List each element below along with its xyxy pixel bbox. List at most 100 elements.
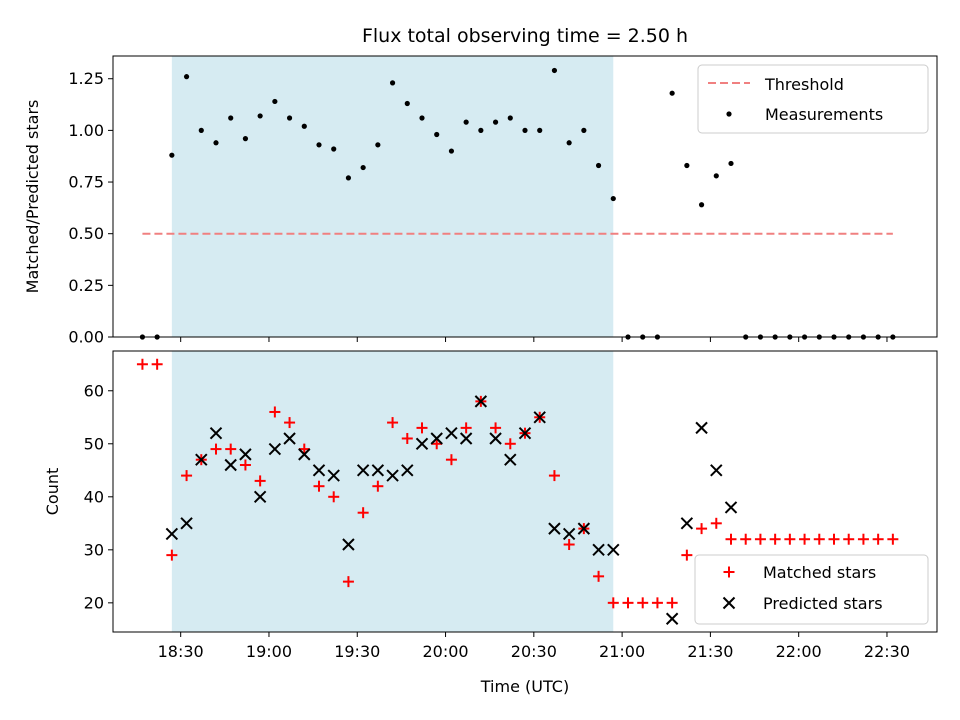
measurement-point (551, 67, 558, 74)
matched-star-marker (784, 533, 796, 545)
matched-star-marker (387, 417, 399, 429)
matched-star-marker (563, 539, 575, 551)
predicted-star-marker (327, 469, 340, 482)
predicted-star-marker (710, 464, 723, 477)
matched-star-marker (813, 533, 825, 545)
predicted-star-marker (518, 426, 532, 440)
matched-star-marker (887, 533, 899, 545)
predicted-star-marker (459, 432, 473, 445)
ratio-panel: 0.00 0.25 0.50 0.75 1.00 1.25 Matched/Predict… (23, 55, 938, 347)
predicted-star-marker (180, 517, 193, 530)
x-tick-label: 20:30 (511, 642, 557, 661)
measurement-point (537, 127, 543, 133)
y-tick-label: 0.00 (68, 328, 104, 347)
measurement-point (228, 115, 234, 121)
chart-title: Flux total observing time = 2.50 h (362, 25, 688, 47)
predicted-star-marker (489, 432, 502, 445)
measurement-point (478, 127, 484, 133)
matched-star-marker (357, 507, 369, 519)
x-tick-label: 19:00 (246, 642, 292, 661)
matched-star-marker (504, 438, 516, 450)
measurement-point (257, 113, 263, 119)
matched-star-marker (548, 470, 560, 482)
predicted-star-marker (415, 437, 429, 450)
x-axis-label: Time (UTC) (480, 677, 569, 696)
measurement-point (434, 131, 440, 138)
predicted-star-marker (430, 432, 443, 445)
matched-star-marker (225, 443, 237, 455)
legend-measurement-label: Measurements (765, 105, 883, 124)
predicted-star-marker (445, 426, 458, 440)
predicted-star-marker (298, 448, 311, 461)
matched-star-marker (857, 533, 869, 545)
y-tick-label: 20 (84, 593, 104, 612)
predicted-star-marker (386, 469, 399, 482)
matched-star-marker (431, 438, 443, 450)
measurement-point (610, 195, 616, 202)
predicted-star-marker (356, 464, 370, 477)
measurement-point (728, 160, 734, 167)
matched-star-marker (725, 533, 737, 545)
predicted-star-marker (724, 501, 738, 514)
matched-star-marker (651, 597, 663, 609)
measurement-point (272, 98, 278, 105)
predicted-star-marker (577, 522, 591, 535)
top-x-ticks (180, 337, 888, 342)
y-tick-label: 40 (84, 487, 104, 506)
measurement-point (301, 123, 307, 129)
x-tick-label: 22:30 (864, 642, 910, 661)
window-span-bottom (171, 351, 614, 632)
matched-star-marker (416, 422, 428, 434)
matched-star-marker (136, 358, 148, 370)
measurement-point (345, 175, 352, 181)
x-tick-label: 21:00 (599, 642, 645, 661)
matched-star-marker (254, 475, 266, 487)
matched-star-marker (637, 597, 649, 609)
matched-star-marker (754, 533, 766, 545)
measurement-point (463, 119, 469, 125)
measurement-point (566, 140, 572, 146)
predicted-star-marker (312, 464, 326, 477)
x-tick-label: 21:30 (687, 642, 733, 661)
predicted-star-marker (504, 453, 517, 466)
predicted-star-marker (695, 421, 708, 435)
predicted-star-marker (592, 543, 605, 557)
matched-star-marker (799, 533, 811, 545)
x-tick-label: 19:30 (334, 642, 380, 661)
matched-star-marker (210, 443, 222, 455)
observing-window-bottom (171, 351, 614, 632)
predicted-star-marker (548, 522, 561, 535)
x-tick-label: 22:00 (776, 642, 822, 661)
measurement-point (198, 127, 204, 133)
legend-measurement-swatch (726, 111, 732, 117)
measurement-point (507, 115, 513, 121)
y-tick-label: 50 (84, 434, 104, 453)
predicted-star-marker (195, 453, 208, 466)
matched-star-marker (239, 459, 251, 471)
matched-star-marker (622, 597, 634, 609)
matched-star-marker (872, 533, 884, 545)
measurement-point (595, 162, 602, 169)
matched-star-marker (342, 576, 354, 588)
predicted-star-marker (342, 538, 355, 551)
legend-threshold-label: Threshold (764, 75, 844, 94)
bottom-y-axis-label: Count (43, 468, 62, 516)
matched-star-marker (607, 597, 619, 609)
predicted-star-marker (401, 464, 414, 477)
matched-star-marker (769, 533, 781, 545)
measurement-point (713, 173, 719, 179)
matched-star-marker (166, 549, 178, 561)
measurement-point (669, 90, 675, 96)
predicted-star-marker (209, 426, 223, 440)
measurement-point (169, 152, 175, 158)
matched-stars-points (136, 358, 899, 609)
measurement-point (389, 80, 396, 86)
predicted-star-marker (371, 464, 385, 477)
matched-star-marker (460, 422, 472, 434)
y-tick-label: 60 (84, 381, 104, 400)
matched-star-marker (284, 417, 296, 429)
measurement-point (419, 115, 425, 121)
predicted-stars-points (165, 395, 738, 625)
matched-star-marker (328, 491, 340, 503)
